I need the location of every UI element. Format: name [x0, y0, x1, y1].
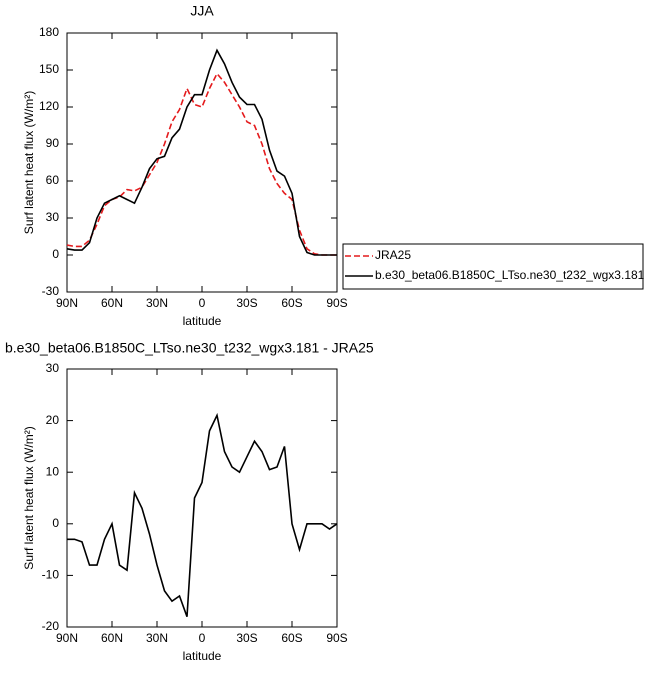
x-axis-label: latitude	[183, 649, 222, 663]
x-tick-label: 90N	[56, 296, 78, 310]
x-tick-label: 60N	[101, 296, 123, 310]
line-series	[66, 72, 337, 256]
y-tick-label: 120	[39, 99, 59, 113]
y-tick-label: 10	[46, 464, 60, 478]
legend-box	[342, 243, 644, 290]
line-series	[67, 412, 338, 617]
plot-frame	[66, 32, 338, 293]
y-tick-label: 30	[46, 210, 60, 224]
x-tick-label: 60S	[281, 631, 302, 645]
plot-frame	[66, 368, 338, 628]
chart-title: JJA	[190, 3, 214, 19]
x-tick-label: 90S	[326, 631, 347, 645]
legend-label: JRA25	[375, 248, 411, 262]
x-tick-label: 90S	[326, 296, 347, 310]
y-axis-label: Surf latent heat flux (W/m²)	[22, 426, 36, 569]
y-tick-label: -20	[42, 619, 60, 633]
x-tick-label: 30N	[146, 296, 168, 310]
x-tick-label: 90N	[56, 631, 78, 645]
y-tick-label: 30	[46, 361, 60, 375]
x-tick-label: 0	[199, 296, 206, 310]
x-tick-label: 0	[199, 631, 206, 645]
x-tick-label: 30S	[236, 296, 257, 310]
x-tick-label: 30N	[146, 631, 168, 645]
y-axis-label: Surf latent heat flux (W/m²)	[22, 91, 36, 234]
y-tick-label: 0	[52, 247, 59, 261]
x-tick-label: 30S	[236, 631, 257, 645]
x-axis-label: latitude	[183, 314, 222, 328]
x-tick-label: 60N	[101, 631, 123, 645]
y-tick-label: 90	[46, 136, 60, 150]
chart-title: b.e30_beta06.B1850C_LTso.ne30_t232_wgx3.…	[5, 340, 374, 356]
y-tick-label: -10	[42, 568, 60, 582]
x-tick-label: 60S	[281, 296, 302, 310]
y-tick-label: 150	[39, 62, 59, 76]
y-tick-label: 20	[46, 413, 60, 427]
y-tick-label: 180	[39, 25, 59, 39]
y-tick-label: -30	[42, 284, 60, 298]
legend-label: b.e30_beta06.B1850C_LTso.ne30_t232_wgx3.…	[375, 268, 645, 282]
y-tick-label: 60	[46, 173, 60, 187]
y-tick-label: 0	[52, 516, 59, 530]
line-series	[66, 48, 337, 256]
